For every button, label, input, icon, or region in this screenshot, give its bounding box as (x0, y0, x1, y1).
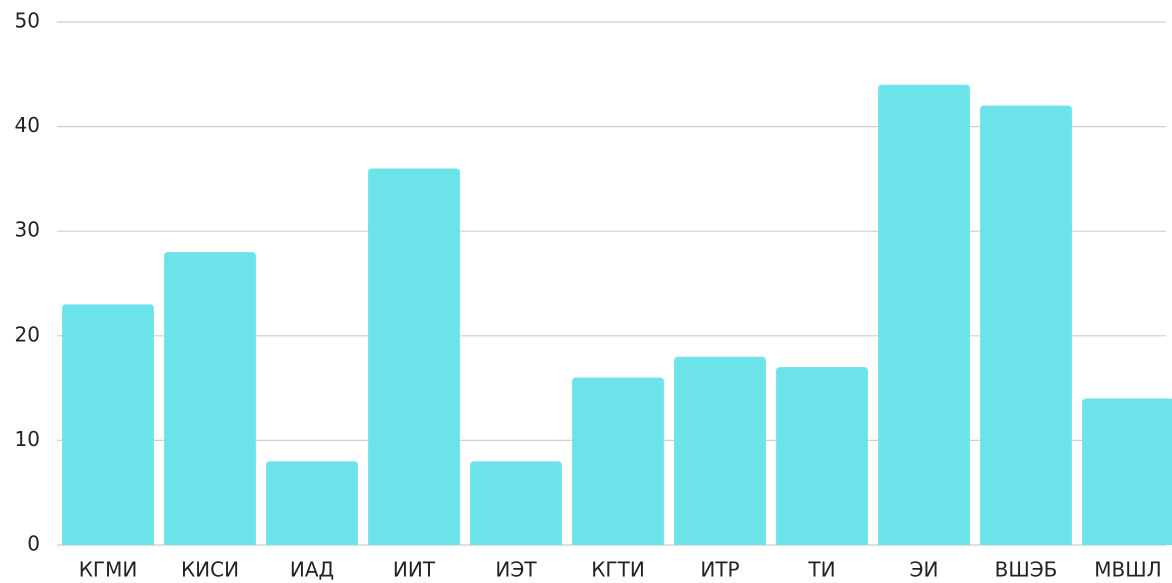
y-tick-label: 20 (15, 322, 40, 346)
x-tick-label: ВШЭБ (995, 558, 1058, 582)
y-tick-label: 30 (15, 218, 40, 242)
x-tick-label: КИСИ (181, 558, 239, 582)
x-tick-label: КГТИ (591, 558, 645, 582)
y-tick-label: 40 (15, 113, 40, 137)
x-tick-label: ИАД (290, 558, 334, 582)
y-tick-label: 50 (15, 9, 40, 33)
bar (266, 461, 358, 545)
y-tick-label: 0 (27, 532, 40, 556)
bar (368, 168, 460, 545)
x-tick-label: МВШЛ (1094, 558, 1161, 582)
bar (776, 367, 868, 545)
bar (878, 84, 970, 545)
bar (164, 252, 256, 545)
bar (470, 461, 562, 545)
bar (62, 304, 154, 545)
bar (572, 377, 664, 545)
bar (1082, 398, 1172, 545)
x-tick-label: ИТР (700, 558, 739, 582)
x-tick-label: КГМИ (79, 558, 138, 582)
x-tick-label: ИИТ (393, 558, 436, 582)
bar (674, 356, 766, 545)
x-tick-label: ТИ (807, 558, 835, 582)
x-tick-label: ИЭТ (495, 558, 537, 582)
bar (980, 105, 1072, 546)
y-tick-label: 10 (15, 427, 40, 451)
x-tick-label: ЭИ (910, 558, 939, 582)
